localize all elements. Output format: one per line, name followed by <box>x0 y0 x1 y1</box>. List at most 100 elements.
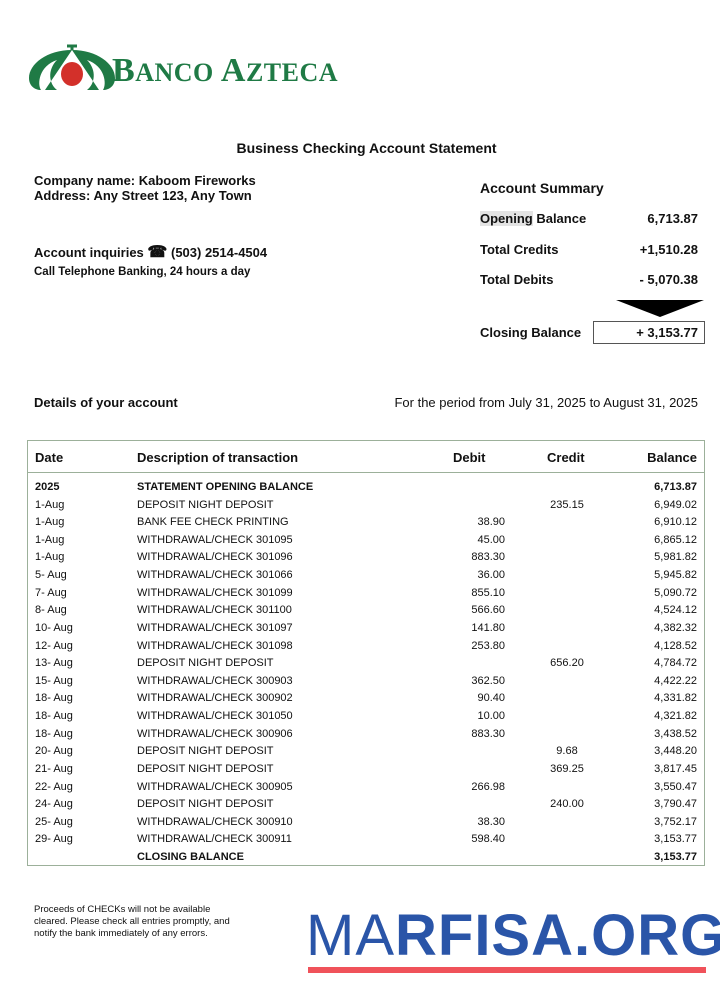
cell-date: 15- Aug <box>35 674 73 687</box>
cell-debit: 566.60 <box>471 604 505 617</box>
cell-balance: 4,422.22 <box>654 674 697 687</box>
footer-note: Proceeds of CHECKs will not be available… <box>34 904 254 940</box>
company-name: Company name: Kaboom Fireworks <box>34 173 256 188</box>
table-row: 5- Aug WITHDRAWAL/CHECK 301066 36.00 5,945.… <box>28 569 704 587</box>
cell-description: WITHDRAWAL/CHECK 301100 <box>137 604 292 617</box>
cell-date: 2025 <box>35 481 60 493</box>
opening-label: Balance <box>532 211 587 226</box>
table-row: 2025 STATEMENT OPENING BALANCE 6,713.87 <box>28 481 704 499</box>
header-credit: Credit <box>547 450 585 465</box>
table-row: 1-Aug WITHDRAWAL/CHECK 301095 45.00 6,865.1… <box>28 534 704 552</box>
table-row: 15- Aug WITHDRAWAL/CHECK 300903 362.50 4,42… <box>28 675 704 693</box>
cell-description: WITHDRAWAL/CHECK 301098 <box>137 639 293 652</box>
cell-credit: 240.00 <box>550 798 584 811</box>
cell-debit: 45.00 <box>477 533 505 546</box>
watermark-underline <box>308 967 706 973</box>
cell-balance: 4,128.52 <box>654 639 697 652</box>
cell-balance: 3,817.45 <box>654 762 697 775</box>
footer-line: Proceeds of CHECKs will not be available <box>34 904 211 915</box>
cell-description: WITHDRAWAL/CHECK 301095 <box>137 533 293 546</box>
inquiries-label: Account inquiries <box>34 245 144 260</box>
cell-date: 1-Aug <box>35 533 65 546</box>
cell-debit: 38.90 <box>477 516 505 529</box>
cell-description: DEPOSIT NIGHT DEPOSIT <box>137 745 274 758</box>
cell-description: WITHDRAWAL/CHECK 300905 <box>137 780 293 793</box>
header-balance: Balance <box>647 450 697 465</box>
cell-debit: 883.30 <box>471 727 505 740</box>
summary-debits: Total Debits - 5,070.38 <box>480 272 698 287</box>
cell-balance: 3,153.77 <box>654 851 697 864</box>
cell-balance: 4,321.82 <box>654 710 697 723</box>
cell-debit: 36.00 <box>477 569 505 582</box>
cell-description: DEPOSIT NIGHT DEPOSIT <box>137 798 274 811</box>
cell-balance: 3,790.47 <box>654 798 697 811</box>
page-title: Business Checking Account Statement <box>236 140 497 156</box>
cell-date: 18- Aug <box>35 710 73 723</box>
cell-date: 5- Aug <box>35 569 67 582</box>
table-row: 18- Aug WITHDRAWAL/CHECK 301050 10.00 4,321… <box>28 710 704 728</box>
cell-date: 7- Aug <box>35 586 67 599</box>
account-inquiries: Account inquiries ☎ (503) 2514-4504 <box>34 242 267 262</box>
cell-date: 1-Aug <box>35 551 65 564</box>
header-description: Description of transaction <box>137 450 299 465</box>
cell-debit: 598.40 <box>471 833 505 846</box>
telephone-icon: ☎ <box>147 244 168 261</box>
cell-debit: 883.30 <box>471 551 505 564</box>
credits-value: +1,510.28 <box>639 242 698 257</box>
summary-opening: Opening Balance 6,713.87 <box>480 211 698 226</box>
cell-balance: 3,438.52 <box>654 727 697 740</box>
cell-description: WITHDRAWAL/CHECK 300911 <box>137 833 292 846</box>
table-row: 10- Aug WITHDRAWAL/CHECK 301097 141.80 4,38… <box>28 622 704 640</box>
table-row: 21- Aug DEPOSIT NIGHT DEPOSIT 369.25 3,817.… <box>28 763 704 781</box>
table-row: 20- Aug DEPOSIT NIGHT DEPOSIT 9.68 3,448.20 <box>28 745 704 763</box>
cell-debit: 266.98 <box>471 780 505 793</box>
cell-date: 13- Aug <box>35 657 73 670</box>
cell-balance: 5,981.82 <box>654 551 697 564</box>
table-header: Date Description of transaction Debit Cr… <box>28 441 704 473</box>
inquiries-note: Call Telephone Banking, 24 hours a day <box>34 266 251 278</box>
debits-value: - 5,070.38 <box>639 272 698 287</box>
cell-date: 21- Aug <box>35 762 73 775</box>
header-date: Date <box>35 450 64 465</box>
opening-label-highlight: Opening <box>480 211 533 226</box>
table-row: CLOSING BALANCE 3,153.77 <box>28 851 704 869</box>
table-row: 24- Aug DEPOSIT NIGHT DEPOSIT 240.00 3,790.… <box>28 798 704 816</box>
cell-description: WITHDRAWAL/CHECK 301099 <box>137 586 293 599</box>
table-row: 22- Aug WITHDRAWAL/CHECK 300905 266.98 3,55… <box>28 781 704 799</box>
cell-date: 1-Aug <box>35 498 65 511</box>
cell-date: 10- Aug <box>35 621 73 634</box>
watermark-logo: MARFISA.ORG <box>306 903 720 968</box>
cell-description: DEPOSIT NIGHT DEPOSIT <box>137 657 274 670</box>
cell-balance: 5,945.82 <box>654 569 697 582</box>
table-row: 18- Aug WITHDRAWAL/CHECK 300906 883.30 3,43… <box>28 728 704 746</box>
cell-description: WITHDRAWAL/CHECK 300906 <box>137 727 293 740</box>
debits-label: Total Debits <box>480 272 554 287</box>
cell-description: WITHDRAWAL/CHECK 300902 <box>137 692 293 705</box>
cell-balance: 6,713.87 <box>654 481 697 493</box>
cell-balance: 3,448.20 <box>654 745 697 758</box>
cell-description: DEPOSIT NIGHT DEPOSIT <box>137 762 274 775</box>
table-row: 1-Aug WITHDRAWAL/CHECK 301096 883.30 5,981.… <box>28 551 704 569</box>
cell-debit: 10.00 <box>477 710 505 723</box>
footer-line: cleared. Please check all entries prompt… <box>34 916 230 927</box>
credits-label: Total Credits <box>480 242 559 257</box>
table-row: 7- Aug WITHDRAWAL/CHECK 301099 855.10 5,090… <box>28 587 704 605</box>
cell-date: 22- Aug <box>35 780 73 793</box>
cell-credit: 369.25 <box>550 762 584 775</box>
details-label: Details of your account <box>34 395 178 410</box>
table-row: 18- Aug WITHDRAWAL/CHECK 300902 90.40 4,331… <box>28 692 704 710</box>
inquiries-phone: (503) 2514-4504 <box>170 245 268 260</box>
cell-balance: 6,949.02 <box>654 498 697 511</box>
table-row: 12- Aug WITHDRAWAL/CHECK 301098 253.80 4,12… <box>28 640 704 658</box>
cell-date: 1-Aug <box>35 516 65 529</box>
cell-date: 29- Aug <box>35 833 73 846</box>
cell-balance: 4,524.12 <box>654 604 697 617</box>
cell-debit: 855.10 <box>471 586 505 599</box>
opening-value: 6,713.87 <box>647 211 698 226</box>
cell-credit: 9.68 <box>556 745 578 758</box>
cell-balance: 4,382.32 <box>654 621 697 634</box>
cell-balance: 3,153.77 <box>654 833 697 846</box>
closing-label: Closing Balance <box>480 325 582 340</box>
cell-date: 18- Aug <box>35 692 73 705</box>
cell-date: 25- Aug <box>35 815 73 828</box>
